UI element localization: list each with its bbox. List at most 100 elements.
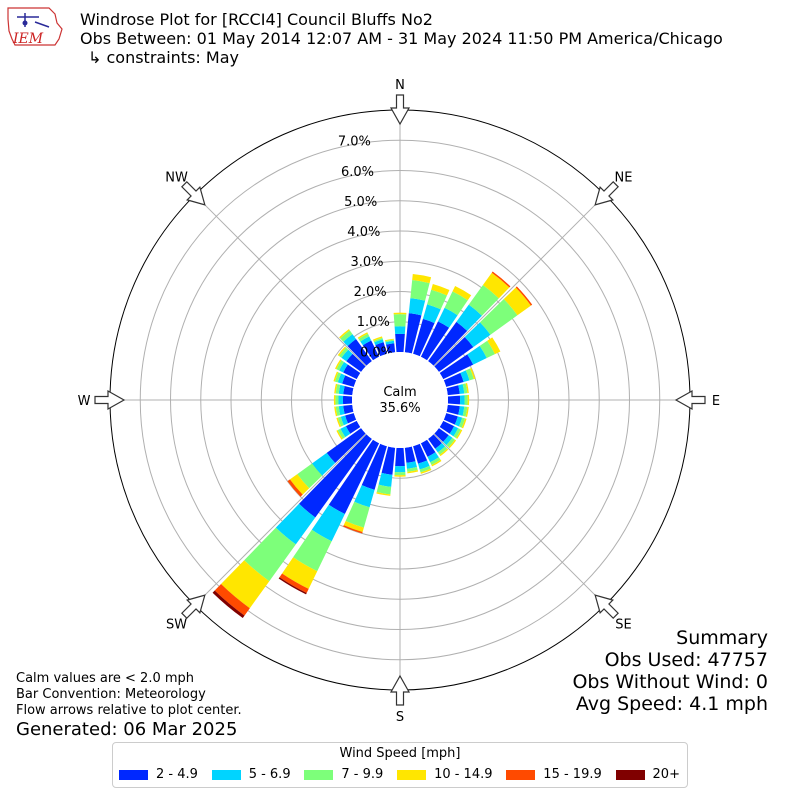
flow-arrow-shape bbox=[594, 181, 619, 206]
windrose-bar-segment bbox=[455, 429, 463, 439]
windrose-bar-segment bbox=[342, 395, 353, 405]
windrose-bar-segment bbox=[338, 384, 345, 395]
windrose-bar-segment bbox=[378, 472, 393, 487]
windrose-bar-segment bbox=[375, 342, 387, 357]
ring-gridline bbox=[260, 260, 540, 540]
legend-item: 20+ bbox=[615, 767, 680, 782]
windrose-bar-segment bbox=[335, 406, 341, 416]
windrose-bar-segment bbox=[334, 372, 342, 383]
windrose-bar-segment bbox=[299, 434, 372, 518]
windrose-bar-segment bbox=[343, 521, 364, 533]
windrose-bar-segment bbox=[410, 280, 430, 301]
radial-tick-label: 6.0% bbox=[341, 165, 374, 180]
windrose-bar-segment bbox=[338, 405, 345, 416]
windrose-bar-segment bbox=[420, 468, 432, 474]
windrose-bar-segment bbox=[279, 573, 309, 594]
windrose-bar-segment bbox=[468, 285, 499, 316]
legend-label: 7 - 9.9 bbox=[341, 767, 384, 782]
windrose-bar-segment bbox=[464, 395, 468, 405]
legend-item: 10 - 14.9 bbox=[397, 767, 493, 782]
windrose-bar-segment bbox=[434, 428, 449, 442]
radial-gridline bbox=[194, 399, 401, 606]
windrose-bar-segment bbox=[362, 340, 380, 361]
windrose-bar-segment bbox=[385, 343, 396, 354]
windrose-bar-segment bbox=[293, 529, 332, 572]
windrose-bar-segment bbox=[373, 337, 383, 343]
windrose-bar-segment bbox=[482, 272, 510, 299]
windrose-bar-segment bbox=[395, 333, 405, 353]
legend-item: 2 - 4.9 bbox=[119, 767, 198, 782]
direction-label: W bbox=[78, 394, 91, 409]
windrose-bar-segment bbox=[487, 337, 501, 355]
windrose-bar-segment bbox=[311, 504, 345, 542]
legend-label: 10 - 14.9 bbox=[434, 767, 493, 782]
radial-tick-label: 3.0% bbox=[350, 255, 383, 270]
title-block: Windrose Plot for [RCCI4] Council Bluffs… bbox=[80, 10, 723, 67]
windrose-bar-segment bbox=[448, 439, 457, 449]
windrose-bars bbox=[212, 271, 533, 619]
windrose-bar-segment bbox=[453, 428, 461, 439]
ring-gridline bbox=[291, 291, 509, 509]
windrose-bar-segment bbox=[438, 307, 458, 328]
windrose-bar-segment bbox=[459, 395, 465, 405]
windrose-bar-segment bbox=[454, 416, 463, 427]
windrose-bar-segment bbox=[384, 338, 394, 342]
flow-arrow-shape bbox=[389, 94, 411, 126]
windrose-bar-segment bbox=[428, 321, 468, 366]
windrose-bar-segment bbox=[446, 437, 455, 448]
calm-circle bbox=[352, 352, 448, 448]
windrose-bar-segment bbox=[422, 304, 441, 324]
windrose-bar-segment bbox=[427, 289, 447, 310]
windrose-bar-segment bbox=[439, 420, 455, 434]
direction-label: NE bbox=[614, 171, 632, 186]
windrose-bar-segment bbox=[408, 298, 426, 316]
windrose-bar-segment bbox=[278, 577, 307, 595]
windrose-bar-segment bbox=[333, 395, 336, 405]
windrose-bar-segment bbox=[413, 318, 435, 357]
windrose-bar-segment bbox=[458, 384, 465, 394]
windrose-bar-segment bbox=[358, 333, 370, 342]
windrose-bar-segment bbox=[221, 560, 270, 609]
note-arrows: Flow arrows relative to plot center. bbox=[16, 703, 242, 718]
windrose-bar-segment bbox=[282, 557, 318, 589]
legend-title: Wind Speed [mph] bbox=[339, 746, 461, 761]
windrose-bar-segment bbox=[434, 337, 474, 372]
radial-tick-label: 1.0% bbox=[357, 315, 390, 330]
obs-used: Obs Used: 47757 bbox=[604, 649, 768, 671]
windrose-bar-segment bbox=[437, 446, 448, 455]
windrose-bar-segment bbox=[393, 314, 407, 327]
windrose-bar-segment bbox=[465, 368, 474, 381]
windrose-bar-segment bbox=[419, 465, 431, 473]
legend-swatch bbox=[397, 769, 427, 780]
flow-arrow-icon bbox=[594, 181, 619, 206]
windrose-bar-segment bbox=[337, 373, 346, 384]
note-calm: Calm values are < 2.0 mph bbox=[16, 671, 195, 686]
windrose-bar-segment bbox=[335, 395, 339, 405]
windrose-bar-segment bbox=[337, 346, 347, 356]
windrose-bar-segment bbox=[214, 584, 250, 616]
windrose-bar-segment bbox=[452, 285, 472, 301]
windrose-bar-segment bbox=[374, 339, 384, 346]
windrose-bar-segment bbox=[479, 299, 518, 335]
windrose-bar-segment bbox=[345, 501, 370, 528]
windrose-bar-segment bbox=[343, 334, 356, 347]
legend-label: 15 - 19.9 bbox=[543, 767, 602, 782]
flow-arrow-icon bbox=[181, 181, 206, 206]
windrose-bar-segment bbox=[462, 406, 468, 417]
windrose-bar-segment bbox=[469, 367, 476, 380]
windrose-bar-segment bbox=[343, 525, 363, 534]
windrose-bar-segment bbox=[346, 353, 366, 372]
legend: Wind Speed [mph] 2 - 4.9 5 - 6.9 7 - 9.9 10… bbox=[112, 742, 688, 788]
legend-swatch bbox=[506, 769, 536, 780]
windrose-bar-segment bbox=[449, 426, 459, 437]
windrose-bar-segment bbox=[336, 360, 345, 371]
windrose-bar-segment bbox=[420, 439, 436, 457]
windrose-bar-segment bbox=[361, 443, 387, 490]
windrose-bar-segment bbox=[465, 406, 469, 417]
radial-tick-label: 7.0% bbox=[338, 135, 371, 150]
windrose-bar-segment bbox=[357, 332, 368, 340]
windrose-bar-segment bbox=[343, 385, 354, 396]
radial-tick-label: 5.0% bbox=[344, 195, 377, 210]
windrose-bar-segment bbox=[337, 416, 344, 427]
windrose-bar-segment bbox=[439, 354, 474, 380]
